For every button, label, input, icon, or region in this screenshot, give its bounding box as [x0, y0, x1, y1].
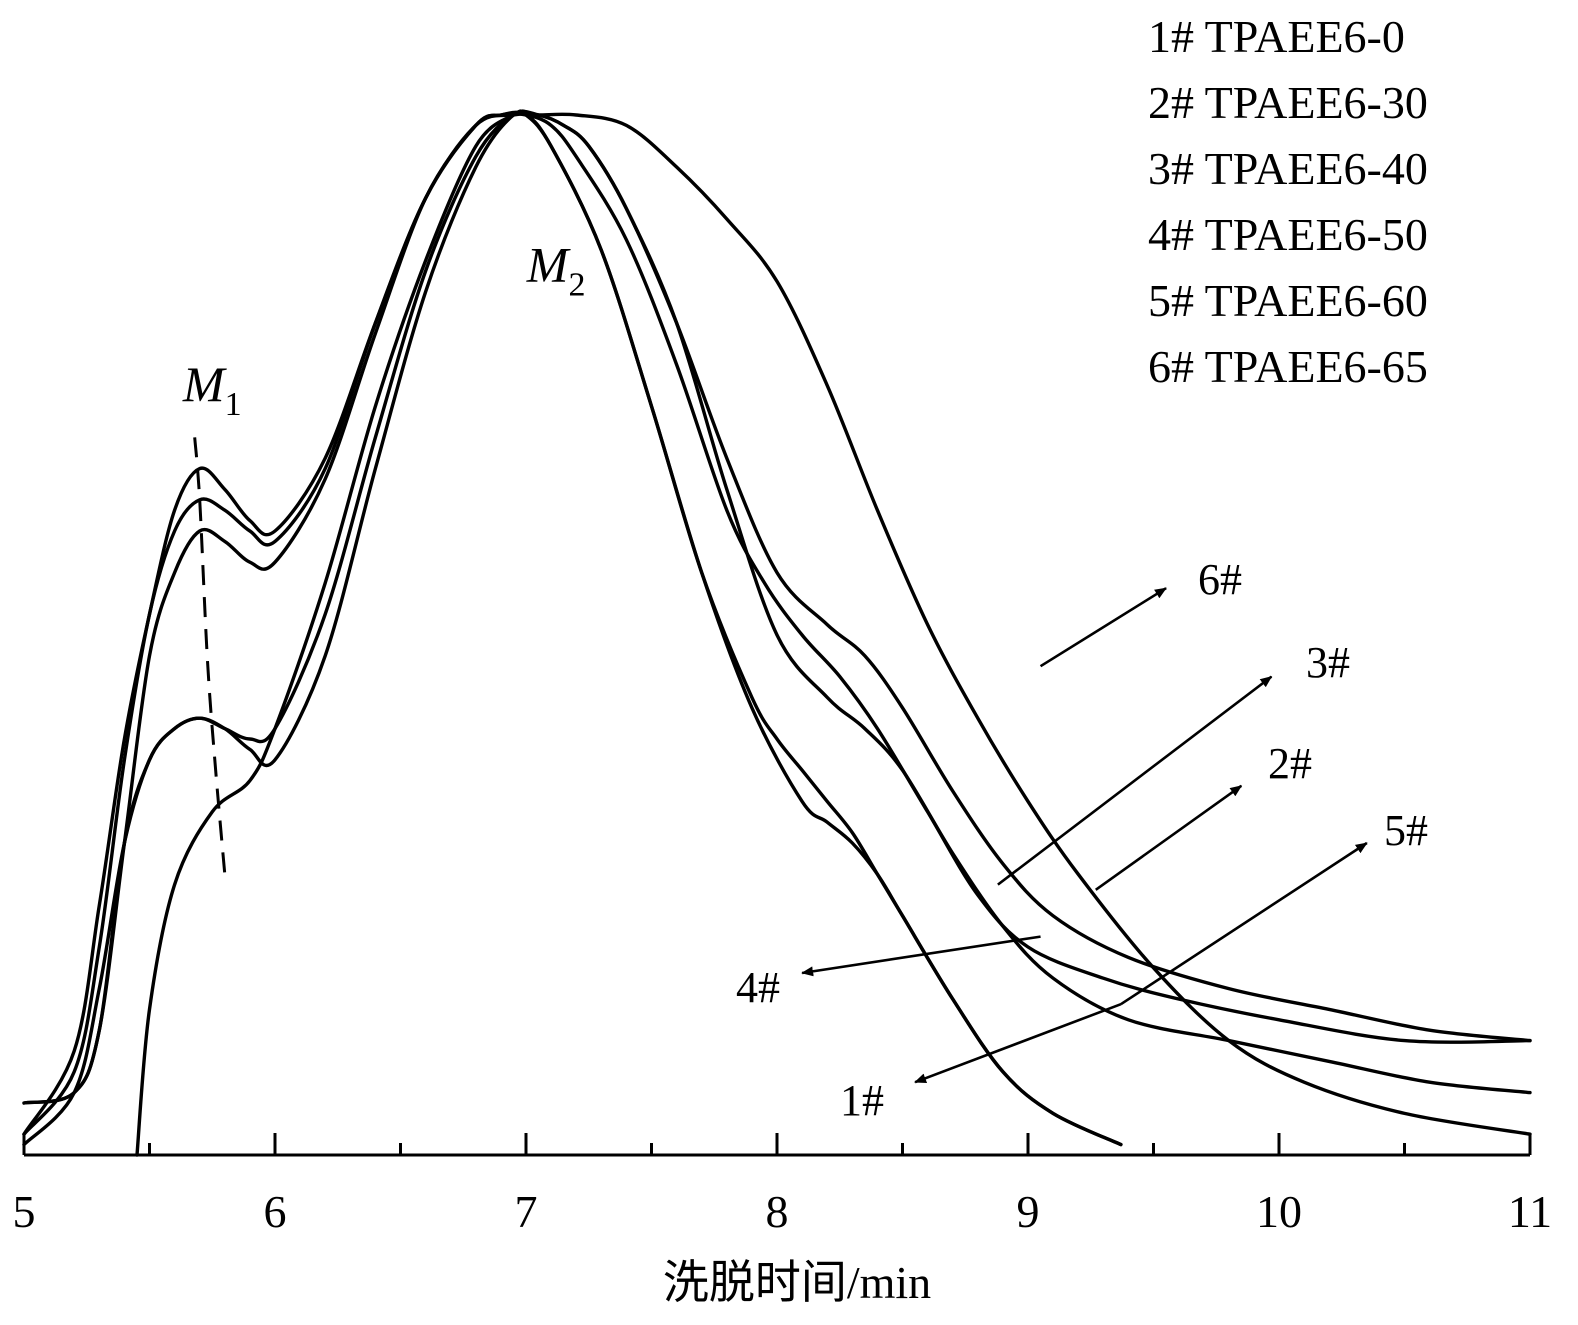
- series-label-arrow-6: [1039, 587, 1167, 668]
- series-label-arrow-3: [997, 675, 1273, 886]
- series-label-3: 3#: [1306, 638, 1350, 687]
- plot-area: [22, 109, 1532, 1157]
- peak-marker-m2: M2: [526, 236, 586, 303]
- legend-entry: 3# TPAEE6-40: [1148, 143, 1428, 194]
- series-label-2: 2#: [1268, 739, 1312, 788]
- x-tick-label: 6: [264, 1186, 287, 1237]
- series-line-1: [135, 109, 1123, 1157]
- peak-marker-m1: M1: [182, 356, 242, 423]
- m1-dashed-line: [193, 437, 227, 875]
- series-label-6: 6#: [1198, 555, 1242, 604]
- series-label-arrow-5: [1120, 841, 1368, 1006]
- series-label-4: 4#: [736, 963, 780, 1012]
- x-axis-label: 洗脱时间/min: [663, 1257, 931, 1308]
- legend-entry: 1# TPAEE6-0: [1148, 11, 1405, 62]
- series-label-arrow-4: [801, 935, 1041, 977]
- legend: 1# TPAEE6-0 2# TPAEE6-30 3# TPAEE6-40 4# TP…: [1148, 11, 1428, 392]
- x-tick-label: 10: [1256, 1186, 1302, 1237]
- x-tick-label: 11: [1508, 1186, 1552, 1237]
- legend-entry: 6# TPAEE6-65: [1148, 341, 1428, 392]
- legend-entry: 5# TPAEE6-60: [1148, 275, 1428, 326]
- series-label-5: 5#: [1384, 806, 1428, 855]
- legend-entry: 4# TPAEE6-50: [1148, 209, 1428, 260]
- x-tick-label: 8: [766, 1186, 789, 1237]
- x-tick-label: 7: [515, 1186, 538, 1237]
- series-label-arrow-1: [914, 1002, 1122, 1084]
- series-label-1: 1#: [840, 1076, 884, 1125]
- x-tick-label: 9: [1017, 1186, 1040, 1237]
- legend-entry: 2# TPAEE6-30: [1148, 77, 1428, 128]
- series-line-2: [22, 112, 1532, 1105]
- series-line-6: [22, 109, 1532, 1136]
- x-axis: 5 6 7 8 9 10 11: [13, 1133, 1552, 1237]
- x-tick-label: 5: [13, 1186, 36, 1237]
- series-label-arrow-2: [1095, 784, 1243, 891]
- annotations: M1 M2 6# 3# 2# 5# 4# 1#: [182, 236, 1428, 1125]
